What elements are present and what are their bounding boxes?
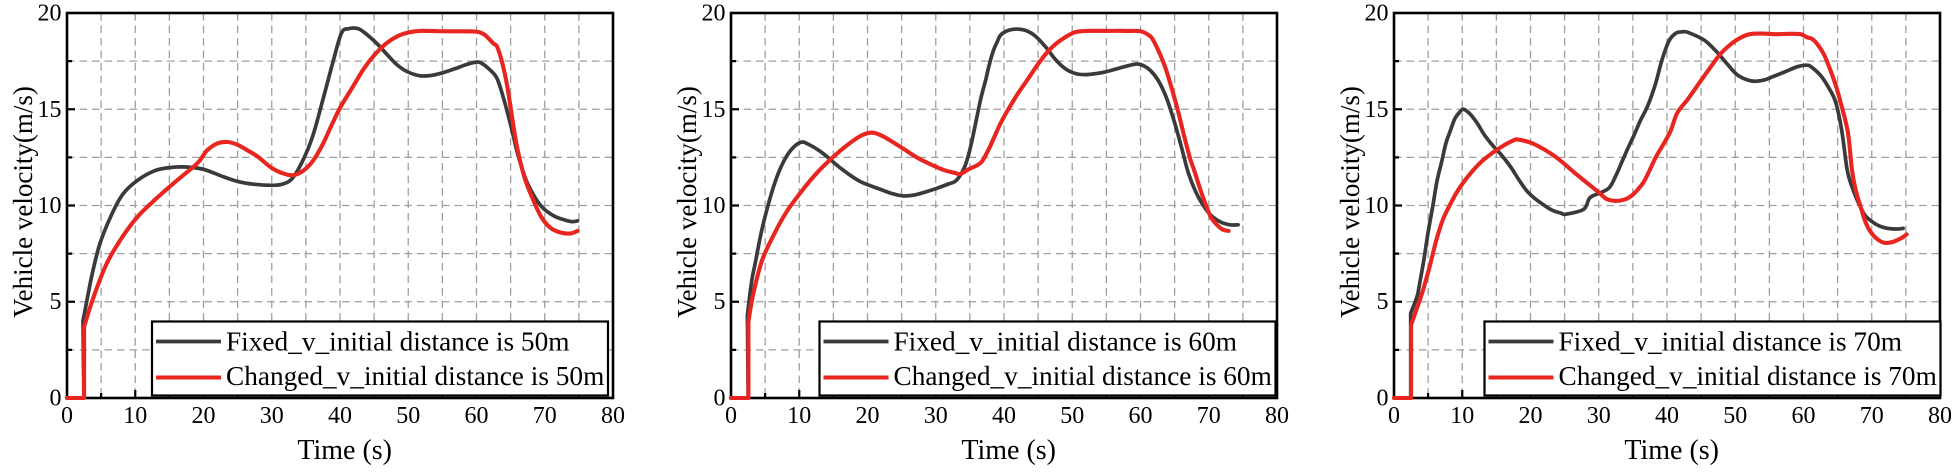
svg-text:30: 30 [1587,403,1611,429]
svg-text:50: 50 [396,403,420,429]
svg-text:Fixed_v_initial distance is 60: Fixed_v_initial distance is 60m [894,327,1237,357]
svg-text:80: 80 [601,403,625,429]
svg-text:20: 20 [702,1,726,27]
svg-text:0: 0 [1388,403,1400,429]
svg-text:50: 50 [1723,403,1747,429]
svg-text:40: 40 [328,403,352,429]
svg-text:10: 10 [1450,403,1474,429]
svg-text:20: 20 [192,403,216,429]
svg-text:30: 30 [924,403,948,429]
svg-text:5: 5 [50,289,62,315]
svg-text:Changed_v_initial distance is: Changed_v_initial distance is 60m [894,361,1272,391]
svg-text:70: 70 [1860,403,1884,429]
svg-text:20: 20 [1365,1,1389,27]
svg-text:20: 20 [38,1,62,27]
svg-text:Time (s): Time (s) [961,435,1056,466]
svg-text:60: 60 [1129,403,1153,429]
svg-text:0: 0 [1377,386,1389,412]
svg-text:40: 40 [1655,403,1679,429]
svg-text:0: 0 [61,403,73,429]
svg-text:10: 10 [1365,193,1389,219]
svg-text:Time (s): Time (s) [297,435,392,466]
svg-text:Changed_v_initial distance is: Changed_v_initial distance is 50m [226,361,604,391]
svg-text:20: 20 [856,403,880,429]
svg-text:Fixed_v_initial distance is 50: Fixed_v_initial distance is 50m [226,327,569,357]
svg-text:0: 0 [50,386,62,412]
svg-text:60: 60 [1792,403,1816,429]
svg-text:50: 50 [1060,403,1084,429]
svg-text:Vehicle velocity(m/s): Vehicle velocity(m/s) [672,86,702,318]
svg-text:40: 40 [992,403,1016,429]
svg-text:80: 80 [1265,403,1289,429]
svg-text:10: 10 [787,403,811,429]
svg-text:10: 10 [38,193,62,219]
svg-text:70: 70 [1197,403,1221,429]
svg-text:Vehicle velocity(m/s): Vehicle velocity(m/s) [1335,86,1365,318]
svg-text:Fixed_v_initial distance is 70: Fixed_v_initial distance is 70m [1559,327,1902,357]
svg-text:5: 5 [714,289,726,315]
svg-text:Time (s): Time (s) [1624,435,1719,466]
svg-text:15: 15 [702,97,726,123]
svg-text:60: 60 [465,403,489,429]
svg-text:0: 0 [725,403,737,429]
svg-text:15: 15 [38,97,62,123]
svg-text:10: 10 [702,193,726,219]
svg-text:0: 0 [714,386,726,412]
svg-text:20: 20 [1519,403,1543,429]
svg-text:30: 30 [260,403,284,429]
svg-text:70: 70 [533,403,557,429]
svg-text:10: 10 [123,403,147,429]
svg-text:15: 15 [1365,97,1389,123]
svg-text:5: 5 [1377,289,1389,315]
svg-text:80: 80 [1928,403,1952,429]
svg-text:Changed_v_initial distance is: Changed_v_initial distance is 70m [1559,361,1937,391]
svg-text:Vehicle velocity(m/s): Vehicle velocity(m/s) [8,86,38,318]
